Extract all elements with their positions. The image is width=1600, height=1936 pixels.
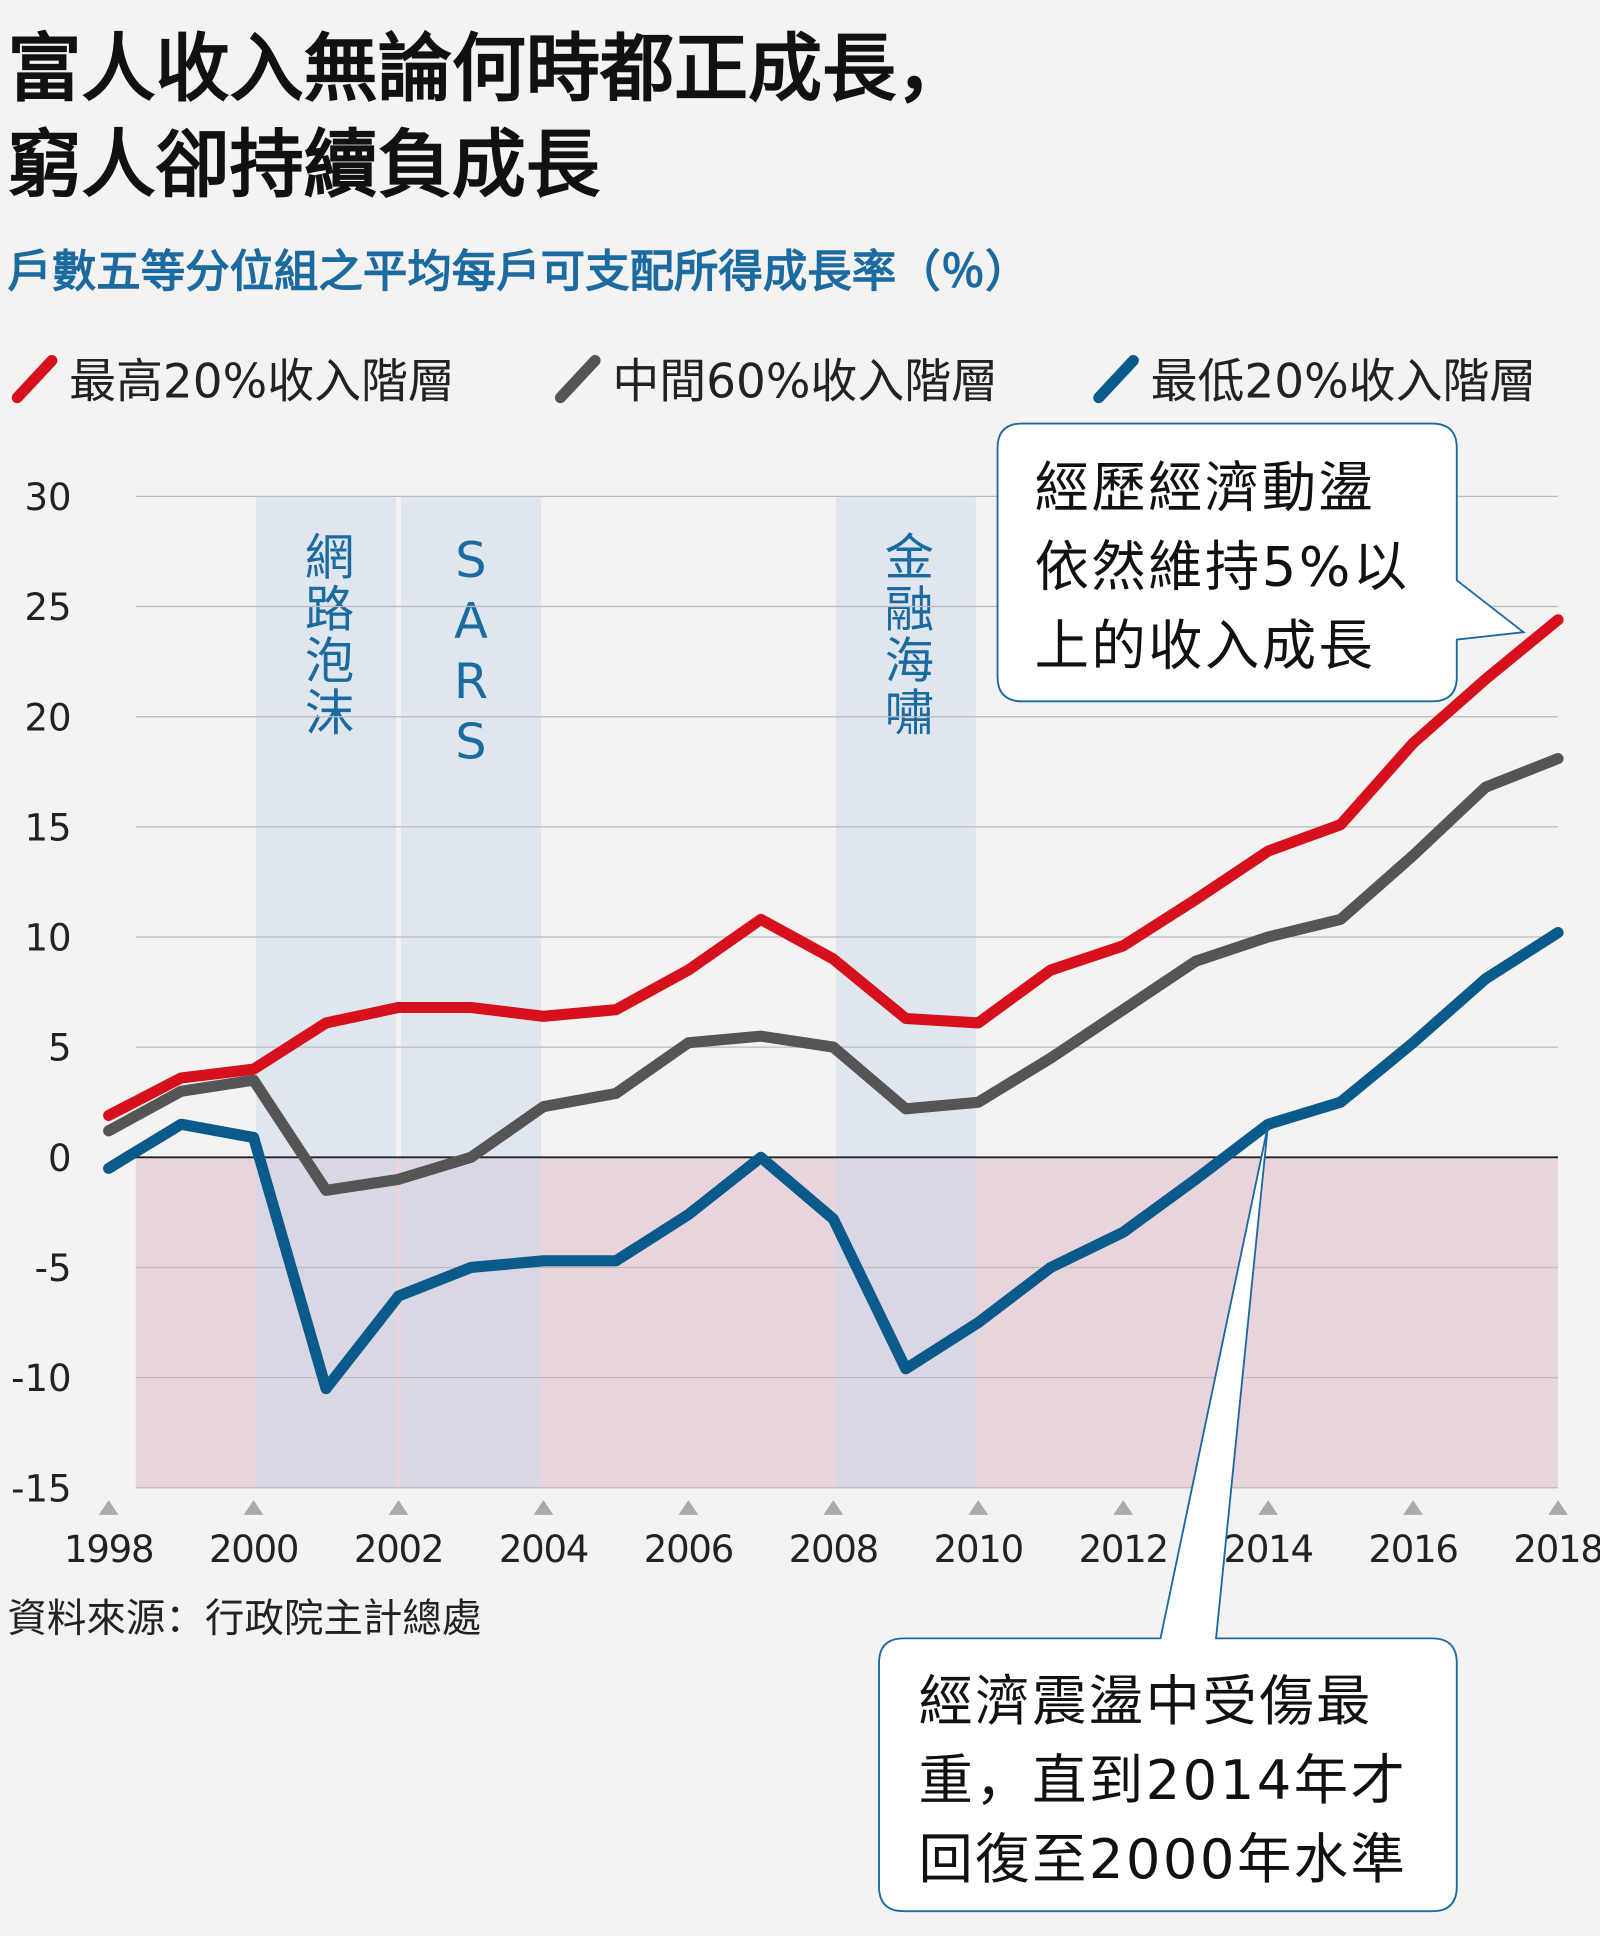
legend-label: 最高20%收入階層 <box>69 355 455 410</box>
chart-title: 富人收入無論何時都正成長， <box>7 26 970 112</box>
x-tick-label: 2018 <box>1513 1528 1600 1571</box>
x-tick-mark <box>533 1500 554 1515</box>
x-tick-mark <box>823 1500 844 1515</box>
y-tick-label: 15 <box>24 806 71 849</box>
series-line <box>103 752 1564 1196</box>
x-tick-mark <box>1403 1500 1423 1515</box>
x-tick-label: 2004 <box>499 1528 588 1571</box>
annotation: 上的收入成長 <box>1035 614 1376 677</box>
chart-subtitle: 戶數五等分位組之平均每戶可支配所得成長率（％） <box>7 247 1029 298</box>
x-tick-label: 2000 <box>209 1528 298 1571</box>
shaded-period <box>835 496 976 1488</box>
legend-swatch <box>1093 355 1139 404</box>
legend-label: 中間60%收入階層 <box>612 355 998 410</box>
annotation: 經歷經濟動盪 <box>1035 456 1376 519</box>
y-tick-label: 0 <box>48 1137 72 1180</box>
x-tick-label: 2014 <box>1224 1528 1313 1571</box>
chart-title: 窮人卻持續負成長 <box>7 122 600 208</box>
legend-swatch <box>11 355 58 404</box>
x-tick-label: 2016 <box>1368 1528 1457 1571</box>
callout-box <box>996 422 1526 703</box>
period-label: 網路泡沫 <box>297 531 355 738</box>
x-tick-mark <box>1258 1500 1279 1515</box>
period-label: 金融海嘯 <box>877 531 935 738</box>
legend-swatch <box>554 355 601 404</box>
annotation: 重，直到2014年才 <box>919 1749 1408 1812</box>
x-tick-label: 2012 <box>1079 1528 1168 1571</box>
y-tick-label: 20 <box>24 696 71 739</box>
callouts <box>878 422 1526 1913</box>
legend-label: 最低20%收入階層 <box>1151 355 1537 410</box>
y-tick-label: -5 <box>35 1247 72 1290</box>
x-tick-mark <box>243 1500 264 1515</box>
x-tick-label: 1998 <box>64 1528 153 1571</box>
shaded-period <box>400 496 541 1488</box>
source: 資料來源：行政院主計總處 <box>7 1596 481 1642</box>
period-label: SARS <box>442 531 500 773</box>
x-tick-mark <box>968 1500 989 1515</box>
x-tick-mark <box>1548 1500 1568 1515</box>
x-tick-label: 2002 <box>354 1528 443 1571</box>
plot-area: 網路泡沫 SARS 金融海嘯 -15 -10 -5 0 5 10 15 20 25 30 1998 2000… <box>11 476 1600 1571</box>
y-tick-label: 10 <box>24 917 71 960</box>
y-tick-label: -15 <box>11 1467 71 1510</box>
callout-box <box>878 1125 1458 1913</box>
x-tick-mark <box>1113 1500 1134 1515</box>
x-tick-label: 2006 <box>644 1528 733 1571</box>
y-tick-label: 25 <box>24 586 71 629</box>
series-line <box>103 927 1564 1395</box>
y-tick-label: 30 <box>24 476 71 519</box>
annotation: 依然維持5%以 <box>1035 535 1410 598</box>
x-tick-mark <box>678 1500 699 1515</box>
x-tick-label: 2008 <box>789 1528 878 1571</box>
series-line <box>103 614 1564 1121</box>
x-tick-label: 2010 <box>934 1528 1023 1571</box>
annotation: 經濟震盪中受傷最 <box>919 1670 1373 1733</box>
x-tick-mark <box>388 1500 409 1515</box>
y-tick-label: -10 <box>11 1357 71 1400</box>
annotation: 回復至2000年水準 <box>919 1828 1408 1891</box>
y-tick-label: 5 <box>48 1027 72 1070</box>
x-tick-mark <box>98 1500 119 1515</box>
